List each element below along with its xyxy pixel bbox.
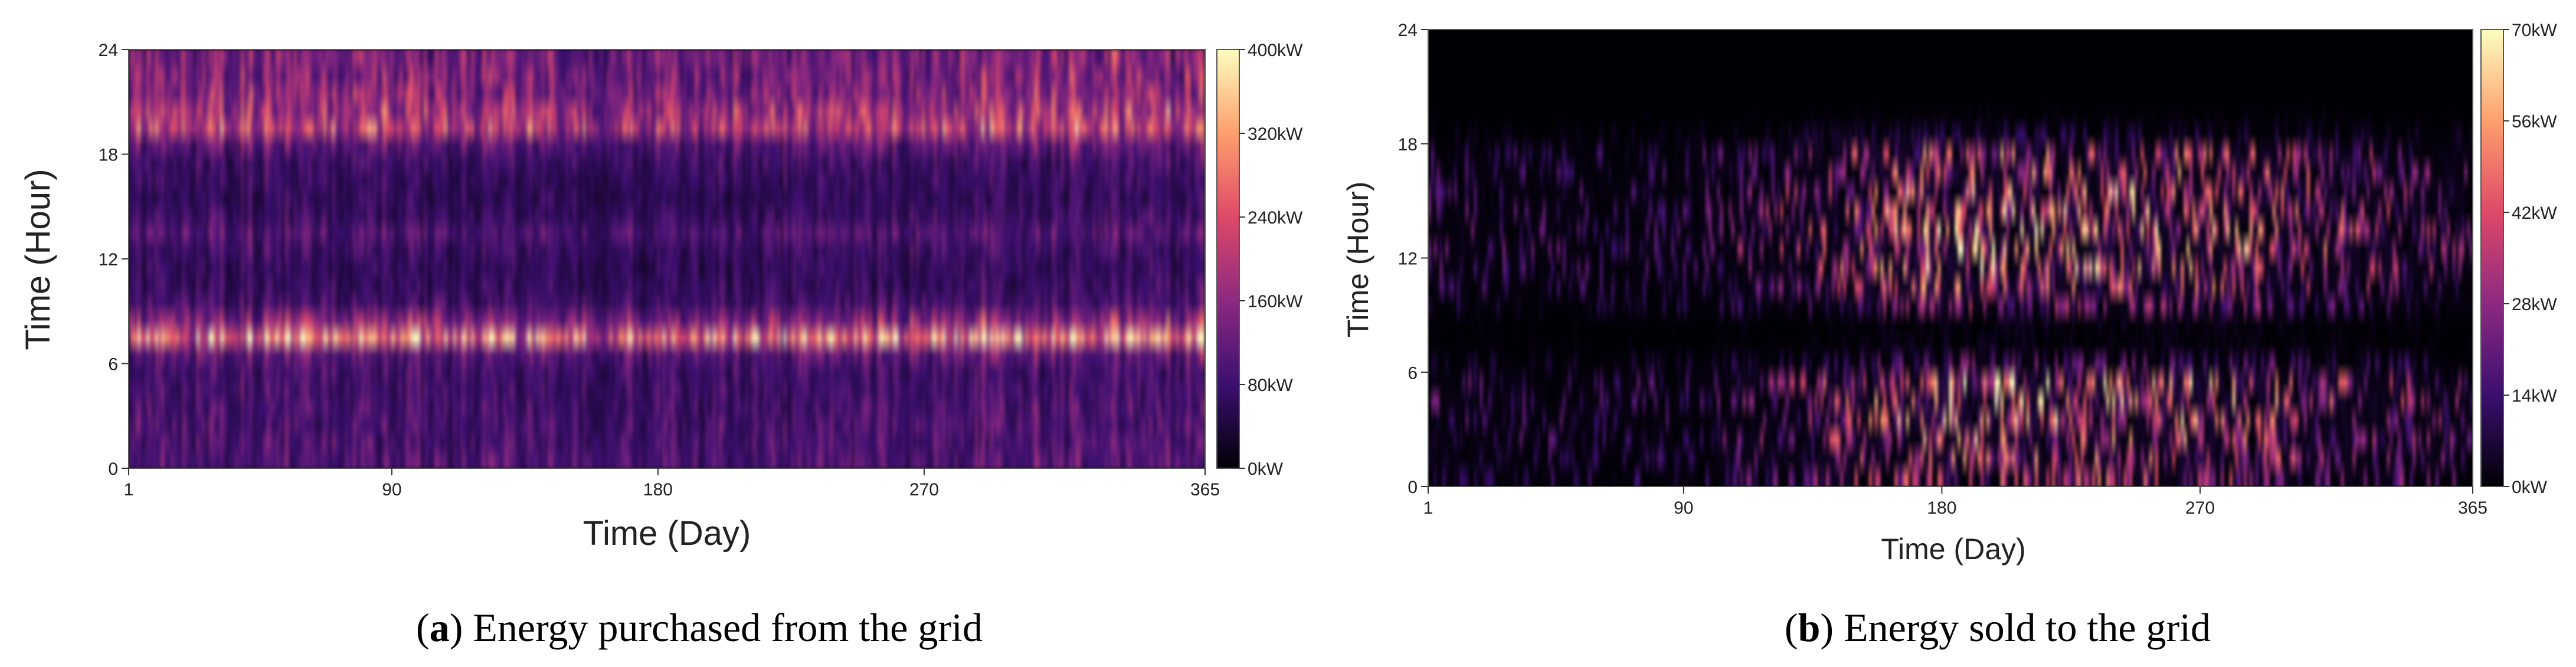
panel-a: 1 90 180 270 365 0 6 12 18 24 0kW 80kW 160kW 240kW 32… [19,41,1303,650]
panel-a-xtick-label: 1 [124,480,134,500]
panel-b-ytick-label: 12 [1398,249,1418,269]
panel-b-colorbar-tick-label: 14kW [2512,386,2557,406]
panel-a-colorbar-tick-label: 80kW [1248,376,1293,395]
panel-b-colorbar-tick-label: 28kW [2512,295,2557,314]
panel-a-caption-text: Energy purchased from the grid [473,605,983,650]
panel-b-heatmap [1428,29,2473,487]
panel-b-xlabel: Time (Day) [1881,533,2025,566]
panel-b-ytick-label: 6 [1408,363,1418,383]
panel-a-xlabel: Time (Day) [583,514,751,553]
panel-a-xtick-label: 365 [1190,480,1220,500]
panel-a-ylabel: Time (Hour) [19,169,57,350]
panel-b-axes: 1 90 180 270 365 0 6 12 18 24 [1398,21,2487,518]
panel-b-colorbar [2480,29,2504,487]
panel-b-colorbar-tick-label: 42kW [2512,203,2557,223]
panel-b-caption-text: Energy sold to the grid [1844,605,2211,650]
panel-a-colorbar-tick-label: 0kW [1248,459,1284,479]
panel-a-ytick-label: 24 [99,41,118,60]
panel-b-xtick-label: 180 [1927,498,1956,518]
panel-a-colorbar-ticks: 0kW 80kW 160kW 240kW 320kW 400kW [1239,41,1303,479]
panel-b-colorbar-tick-label: 56kW [2512,112,2557,132]
panel-b-colorbar-tick-label: 0kW [2512,478,2548,497]
panel-b-ytick-label: 18 [1398,135,1418,155]
panel-a-colorbar-tick-label: 400kW [1248,41,1303,60]
panel-b-caption: (b) Energy sold to the grid [1785,605,2211,650]
panel-a-xtick-label: 270 [909,480,939,500]
panel-a-colorbar-tick-label: 320kW [1248,124,1303,144]
panel-b-colorbar-ticks: 0kW 14kW 28kW 42kW 56kW 70kW [2503,21,2557,497]
panel-a-heatmap [129,50,1205,468]
panel-b-ylabel: Time (Hour) [1341,182,1374,338]
panel-a-caption: (a) Energy purchased from the grid [416,605,983,650]
panel-a-ytick-label: 0 [108,459,118,479]
panel-a-heatmap-area [129,50,1205,468]
panel-a-xtick-label: 90 [382,480,401,500]
panel-a-ytick-label: 18 [99,146,118,165]
panel-a-xtick-label: 180 [643,480,673,500]
panel-b-xtick-label: 270 [2185,498,2215,518]
panel-b-xtick-label: 365 [2458,498,2487,518]
panel-b-ytick-label: 24 [1398,21,1418,40]
panel-b-xtick-label: 1 [1423,498,1433,518]
panel-a-ytick-label: 12 [99,250,118,270]
panel-b: 1 90 180 270 365 0 6 12 18 24 0kW 14kW 28kW 42kW 56kW… [1341,21,2557,650]
panel-b-caption-letter: b [1798,605,1821,650]
panel-a-colorbar-tick-label: 160kW [1248,292,1303,311]
panel-a-caption-letter: a [430,605,450,650]
panel-b-ytick-label: 0 [1408,478,1418,497]
panel-b-heatmap-area [1428,29,2473,487]
panel-b-colorbar-tick-label: 70kW [2512,21,2557,40]
panel-a-axes: 1 90 180 270 365 0 6 12 18 24 [99,41,1220,500]
panel-b-xtick-label: 90 [1674,498,1693,518]
panel-a-colorbar-tick-label: 240kW [1248,208,1303,228]
panel-a-colorbar [1216,49,1240,469]
panel-a-ytick-label: 6 [108,355,118,374]
